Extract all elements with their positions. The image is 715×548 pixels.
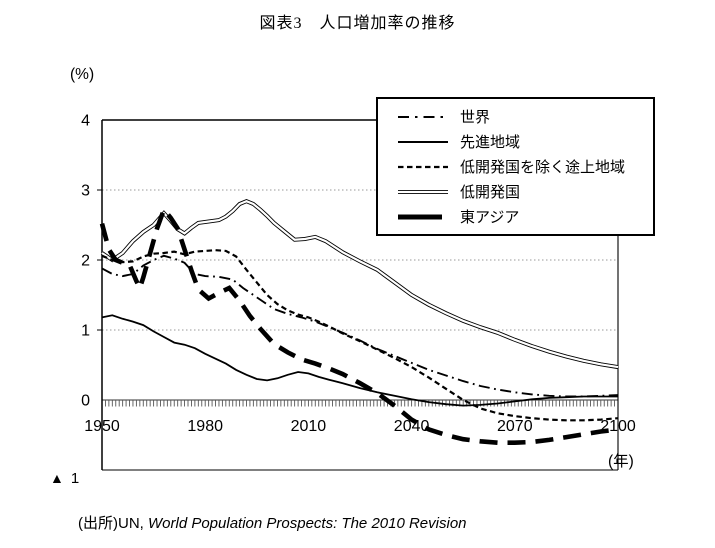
legend-item-label: 低開発国を除く途上地域: [460, 159, 626, 176]
legend-item-label: 東アジア: [460, 209, 520, 226]
legend-item-world: 世界: [395, 106, 649, 127]
negative-value: 1: [70, 470, 80, 487]
x-tick-label: 2010: [291, 418, 327, 435]
legend-item-developed-regions: 先進地域: [395, 131, 649, 152]
legend-box: 世界先進地域低開発国を除く途上地域 低開発国東アジア: [376, 97, 655, 236]
x-tick-label: 2100: [600, 418, 636, 435]
legend-item-east-asia: 東アジア: [395, 206, 649, 227]
y-tick-label: 3: [81, 183, 90, 200]
series-line-developing-excl-ldc: [101, 249, 619, 422]
source-text: (出所)UN,: [78, 515, 148, 532]
series-line-east-asia: [99, 205, 619, 446]
legend-marker-icon-solid: [398, 140, 448, 143]
legend-marker-icon-dashed: [398, 165, 448, 168]
figure-title: 図表3 人口増加率の推移: [259, 15, 456, 32]
series-line-world: [101, 254, 619, 398]
x-tick-label: 1950: [84, 418, 120, 435]
x-tick-label: 2070: [497, 418, 533, 435]
legend-item-label: 先進地域: [460, 134, 521, 151]
series-line-developed-regions: [101, 314, 618, 407]
y-tick-label: 0: [81, 393, 90, 410]
source-work-title: World Population Prospects: The 2010 Rev…: [148, 515, 467, 532]
legend-item-label: 世界: [460, 109, 491, 126]
legend-item-label: 低開発国: [460, 184, 521, 201]
y-tick-label: 2: [81, 253, 90, 270]
legend-item-developing-excl-ldc: 低開発国を除く途上地域: [395, 156, 649, 177]
y-axis-unit-label: (%): [70, 66, 95, 83]
y-tick-label: 4: [81, 113, 90, 130]
y-tick-label: 1: [81, 323, 90, 340]
x-axis-unit-label: (年): [608, 453, 634, 470]
x-tick-label: 2040: [394, 418, 430, 435]
y-axis-negative-label: ▲ 1: [50, 470, 79, 487]
source-note: (出所)UN, World Population Prospects: The …: [78, 512, 467, 533]
legend-marker-icon-double: [398, 189, 448, 194]
legend-item-least-developed: 低開発国: [395, 181, 649, 202]
x-tick-label: 1980: [187, 418, 223, 435]
negative-triangle-icon: ▲: [50, 470, 64, 486]
legend-marker-icon-dash-dot: [398, 115, 448, 118]
legend-marker-icon-thick-dashed: [398, 214, 442, 219]
